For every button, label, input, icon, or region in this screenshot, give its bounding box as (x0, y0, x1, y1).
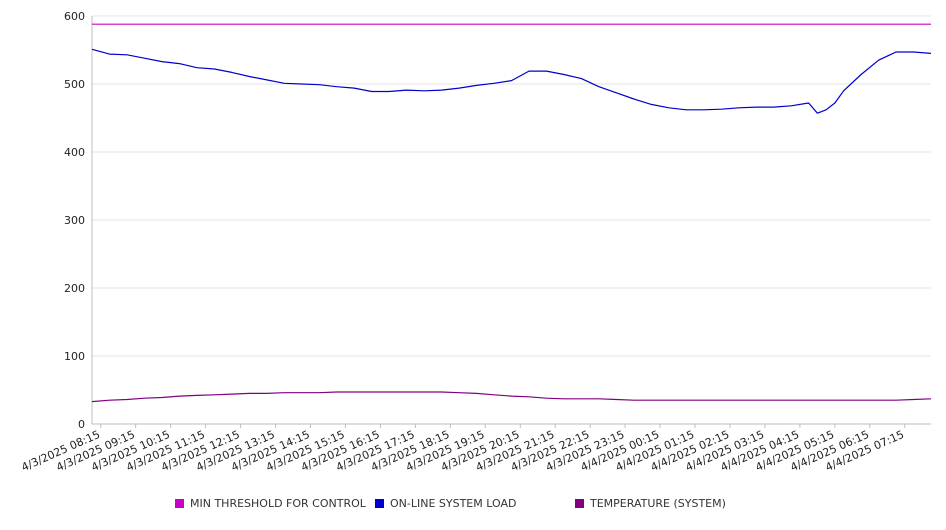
axes (91, 16, 931, 428)
legend-label-temperature-system: TEMPERATURE (SYSTEM) (590, 497, 726, 510)
y-tick-labels: 0 100 200 300 400 500 600 (64, 10, 85, 431)
legend-item-online-system-load: ON-LINE SYSTEM LOAD (375, 497, 516, 510)
y-tick-label: 500 (64, 78, 85, 91)
legend: MIN THRESHOLD FOR CONTROL ON-LINE SYSTEM… (0, 497, 946, 517)
legend-swatch-online-system-load (375, 499, 384, 508)
grid (92, 15, 931, 357)
y-tick-label: 0 (78, 418, 85, 431)
legend-swatch-temperature-system (575, 499, 584, 508)
legend-item-temperature-system: TEMPERATURE (SYSTEM) (575, 497, 726, 510)
y-tick-label: 400 (64, 146, 85, 159)
legend-label-min-threshold: MIN THRESHOLD FOR CONTROL (190, 497, 366, 510)
y-tick-label: 100 (64, 350, 85, 363)
y-tick-label: 600 (64, 10, 85, 23)
series-lines (91, 23, 932, 403)
legend-item-min-threshold: MIN THRESHOLD FOR CONTROL (175, 497, 366, 510)
series-line-2 (91, 391, 932, 403)
x-tick-labels: 4/3/2025 08:154/3/2025 09:154/3/2025 10:… (19, 428, 906, 474)
y-tick-label: 300 (64, 214, 85, 227)
y-tick-label: 200 (64, 282, 85, 295)
series-line-1 (91, 48, 932, 114)
legend-label-online-system-load: ON-LINE SYSTEM LOAD (390, 497, 517, 510)
legend-swatch-min-threshold (175, 499, 184, 508)
